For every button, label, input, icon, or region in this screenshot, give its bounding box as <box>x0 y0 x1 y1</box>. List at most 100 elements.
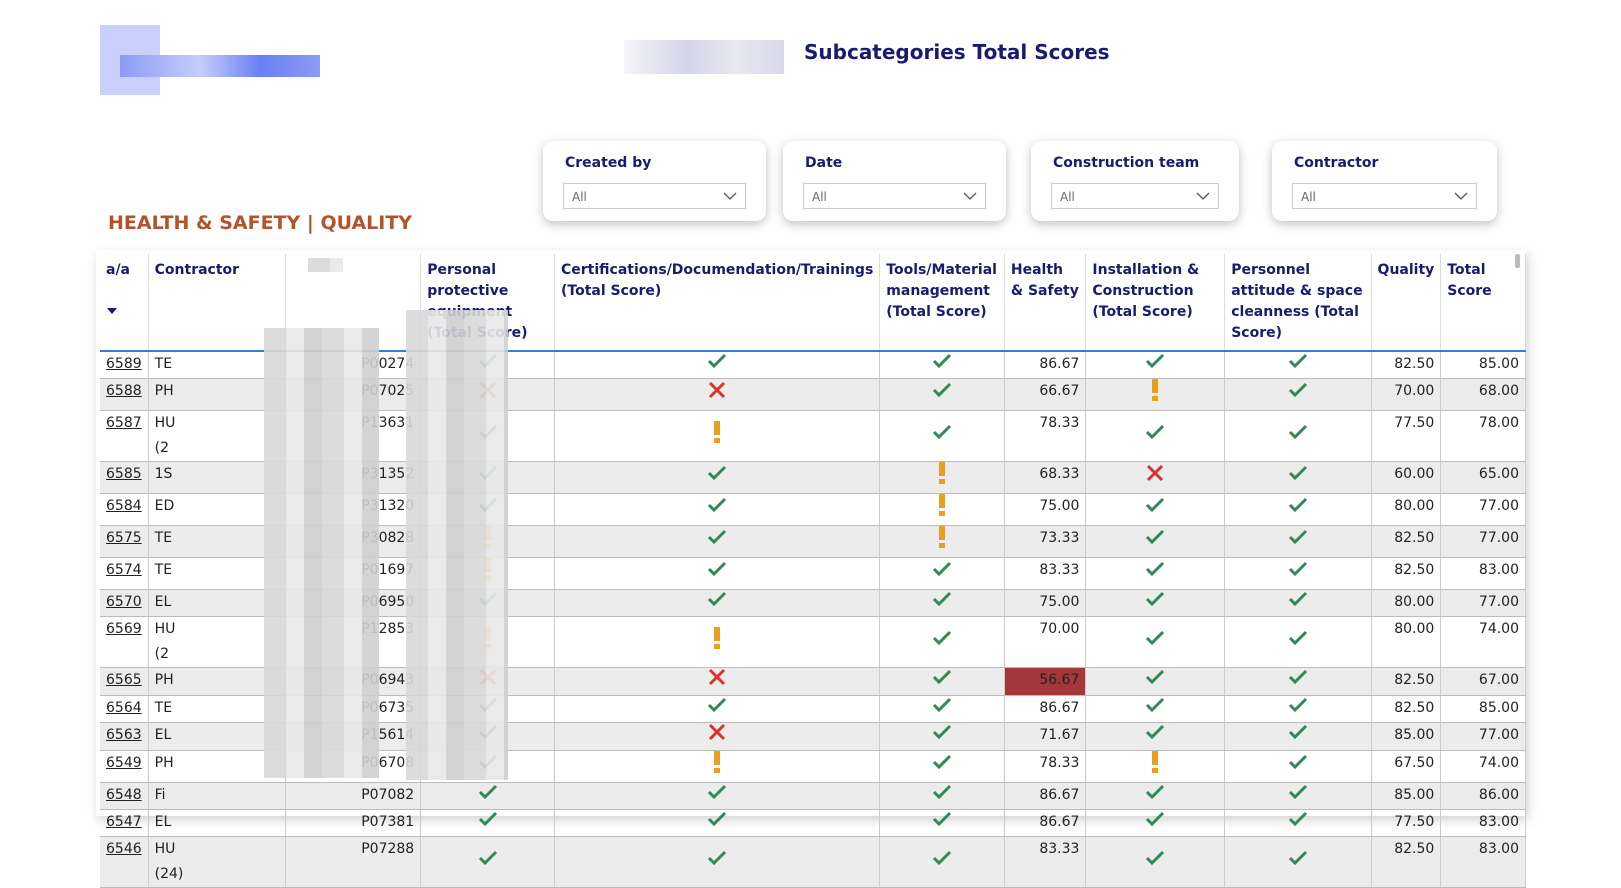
chevron <box>1454 192 1468 200</box>
contractor-cell: HU (2 <box>148 616 286 668</box>
column-header[interactable]: Quality <box>1371 254 1442 352</box>
icon-check <box>1288 561 1307 577</box>
status-icon <box>554 461 881 494</box>
status-icon <box>420 809 555 837</box>
status-icon <box>879 589 1005 617</box>
icon-check <box>708 465 727 481</box>
total-score: 86.00 <box>1440 782 1526 810</box>
icon-check <box>1146 724 1165 740</box>
quality-score: 80.00 <box>1371 589 1442 617</box>
filter-card: Contractor All <box>1272 141 1497 221</box>
logo-blurred <box>100 25 322 95</box>
row-id[interactable]: 6563 <box>100 722 149 751</box>
row-id[interactable]: 6547 <box>100 809 149 837</box>
icon-check <box>1288 811 1307 826</box>
icon-cross <box>1147 464 1164 482</box>
row-id[interactable]: 6546 <box>100 836 149 888</box>
filter-card: Created by All <box>543 141 766 221</box>
row-id[interactable]: 6585 <box>100 461 149 494</box>
row-id[interactable]: 6549 <box>100 750 149 783</box>
column-header[interactable]: Tools/Material management (Total Score) <box>879 254 1005 352</box>
icon-check <box>933 353 952 368</box>
status-icon <box>554 750 881 783</box>
contractor-cell: EL <box>148 589 286 617</box>
total-score: 77.00 <box>1440 589 1526 617</box>
scrollbar[interactable] <box>1515 254 1520 268</box>
row-id[interactable]: 6565 <box>100 667 149 696</box>
column-header[interactable]: Contractor <box>148 254 286 352</box>
filter-value: All <box>1060 190 1075 204</box>
row-id[interactable]: 6584 <box>100 493 149 526</box>
column-header[interactable]: Personnel attitude & space cleanness (To… <box>1224 254 1372 352</box>
total-score: 83.00 <box>1440 836 1526 888</box>
row-id[interactable]: 6570 <box>100 589 149 617</box>
contractor-cell: PH <box>148 378 286 411</box>
row-id[interactable]: 6589 <box>100 351 149 379</box>
status-icon <box>1224 782 1372 810</box>
status-icon <box>1085 667 1226 696</box>
quality-score: 82.50 <box>1371 557 1442 590</box>
row-id[interactable]: 6575 <box>100 525 149 558</box>
filter-value: All <box>1301 190 1316 204</box>
filter-dropdown[interactable]: All <box>803 183 986 209</box>
status-icon <box>554 809 881 837</box>
icon-check <box>933 724 952 740</box>
page-title: Subcategories Total Scores <box>804 40 1110 64</box>
contractor-cell: TE <box>148 557 286 590</box>
icon-warning <box>714 751 721 773</box>
column-header[interactable]: Installation & Construction (Total Score… <box>1085 254 1226 352</box>
health-safety-score: 86.67 <box>1004 351 1087 379</box>
column-header[interactable]: Health & Safety <box>1004 254 1087 352</box>
contractor-cell: ED <box>148 493 286 526</box>
icon-warning <box>939 526 946 548</box>
status-icon <box>554 782 881 810</box>
status-icon <box>879 525 1005 558</box>
filter-dropdown[interactable]: All <box>1051 183 1219 209</box>
row-id[interactable]: 6569 <box>100 616 149 668</box>
health-safety-score: 56.67 <box>1004 667 1087 696</box>
column-header[interactable]: a/a <box>100 254 149 352</box>
status-icon <box>1085 809 1226 837</box>
column-header[interactable]: Certifications/Documendation/Trainings (… <box>554 254 881 352</box>
icon-check <box>1146 497 1165 513</box>
health-safety-score: 86.67 <box>1004 695 1087 723</box>
code-cell: P07288 <box>285 836 422 888</box>
health-safety-score: 71.67 <box>1004 722 1087 751</box>
icon-check <box>1288 724 1307 740</box>
health-safety-score: 83.33 <box>1004 557 1087 590</box>
column-header[interactable]: Total Score <box>1440 254 1526 352</box>
icon-check <box>933 754 952 770</box>
quality-score: 77.50 <box>1371 410 1442 462</box>
icon-check <box>1288 591 1307 606</box>
filter-value: All <box>812 190 827 204</box>
contractor-cell: TE <box>148 695 286 723</box>
status-icon <box>554 493 881 526</box>
filter-dropdown[interactable]: All <box>1292 183 1477 209</box>
status-icon <box>1224 616 1372 668</box>
row-id[interactable]: 6548 <box>100 782 149 810</box>
filter-dropdown[interactable]: All <box>563 183 746 209</box>
health-safety-score: 83.33 <box>1004 836 1087 888</box>
quality-score: 70.00 <box>1371 378 1442 411</box>
quality-score: 85.00 <box>1371 722 1442 751</box>
total-score: 67.00 <box>1440 667 1526 696</box>
status-icon <box>1224 667 1372 696</box>
status-icon <box>554 410 881 462</box>
contractor-cell: HU (24) <box>148 836 286 888</box>
row-id[interactable]: 6588 <box>100 378 149 411</box>
row-id[interactable]: 6574 <box>100 557 149 590</box>
status-icon <box>1085 616 1226 668</box>
icon-check <box>933 697 952 712</box>
table-row: 6569 HU (2 P12853 70.00 80.00 74.00 <box>100 616 1526 668</box>
icon-check <box>1146 811 1165 826</box>
row-id[interactable]: 6564 <box>100 695 149 723</box>
icon-warning <box>714 626 721 649</box>
status-icon <box>1085 410 1226 462</box>
contractor-cell: EL <box>148 722 286 751</box>
health-safety-score: 66.67 <box>1004 378 1087 411</box>
total-score: 85.00 <box>1440 351 1526 379</box>
filter-card: Construction team All <box>1031 141 1239 221</box>
health-safety-score: 78.33 <box>1004 750 1087 783</box>
row-id[interactable]: 6587 <box>100 410 149 462</box>
